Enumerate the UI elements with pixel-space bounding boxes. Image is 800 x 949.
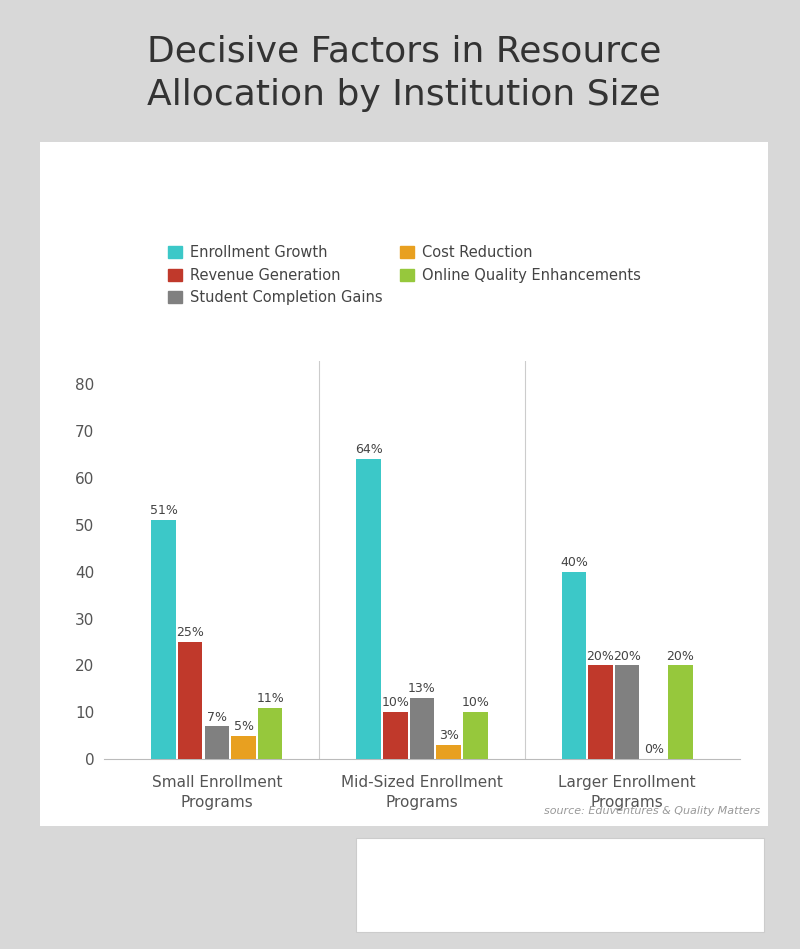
Text: 20%: 20% [614, 650, 641, 662]
Bar [151, 520, 176, 759]
Text: source: Eduventures & Quality Matters: source: Eduventures & Quality Matters [544, 806, 760, 816]
Bar [383, 713, 408, 759]
Bar [356, 459, 381, 759]
FancyBboxPatch shape [356, 838, 764, 932]
Text: 25%: 25% [176, 626, 204, 640]
Text: 10%: 10% [382, 697, 410, 710]
Bar [463, 713, 488, 759]
Bar [588, 665, 613, 759]
Bar [396, 859, 402, 917]
Text: 5%: 5% [234, 720, 254, 733]
Bar [258, 708, 282, 759]
Text: QM: QM [641, 878, 713, 916]
Bar [668, 665, 693, 759]
Bar [436, 745, 461, 759]
Text: 7%: 7% [207, 711, 227, 723]
Text: Decisive Factors in Resource
Allocation by Institution Size: Decisive Factors in Resource Allocation … [147, 35, 661, 112]
Bar [562, 571, 586, 759]
Bar [641, 919, 758, 922]
Bar [379, 892, 386, 917]
Bar [231, 735, 256, 759]
Text: EDUVENTURES: EDUVENTURES [422, 876, 571, 894]
Text: 20%: 20% [586, 650, 614, 662]
Text: 64%: 64% [354, 443, 382, 456]
Bar [387, 875, 394, 917]
Bar [615, 665, 639, 759]
Text: 51%: 51% [150, 504, 178, 517]
Text: 13%: 13% [408, 682, 436, 696]
Text: 10%: 10% [462, 697, 490, 710]
Bar [178, 642, 202, 759]
Text: 11%: 11% [256, 692, 284, 705]
Bar [410, 698, 434, 759]
Text: 40%: 40% [560, 556, 588, 568]
Text: 3%: 3% [438, 730, 458, 742]
Bar [205, 726, 229, 759]
Text: QUALITY MATTERS: QUALITY MATTERS [647, 860, 721, 866]
Text: 20%: 20% [666, 650, 694, 662]
Legend: Enrollment Growth, Revenue Generation, Student Completion Gains, Cost Reduction,: Enrollment Growth, Revenue Generation, S… [162, 239, 646, 311]
Text: 0%: 0% [644, 743, 664, 756]
